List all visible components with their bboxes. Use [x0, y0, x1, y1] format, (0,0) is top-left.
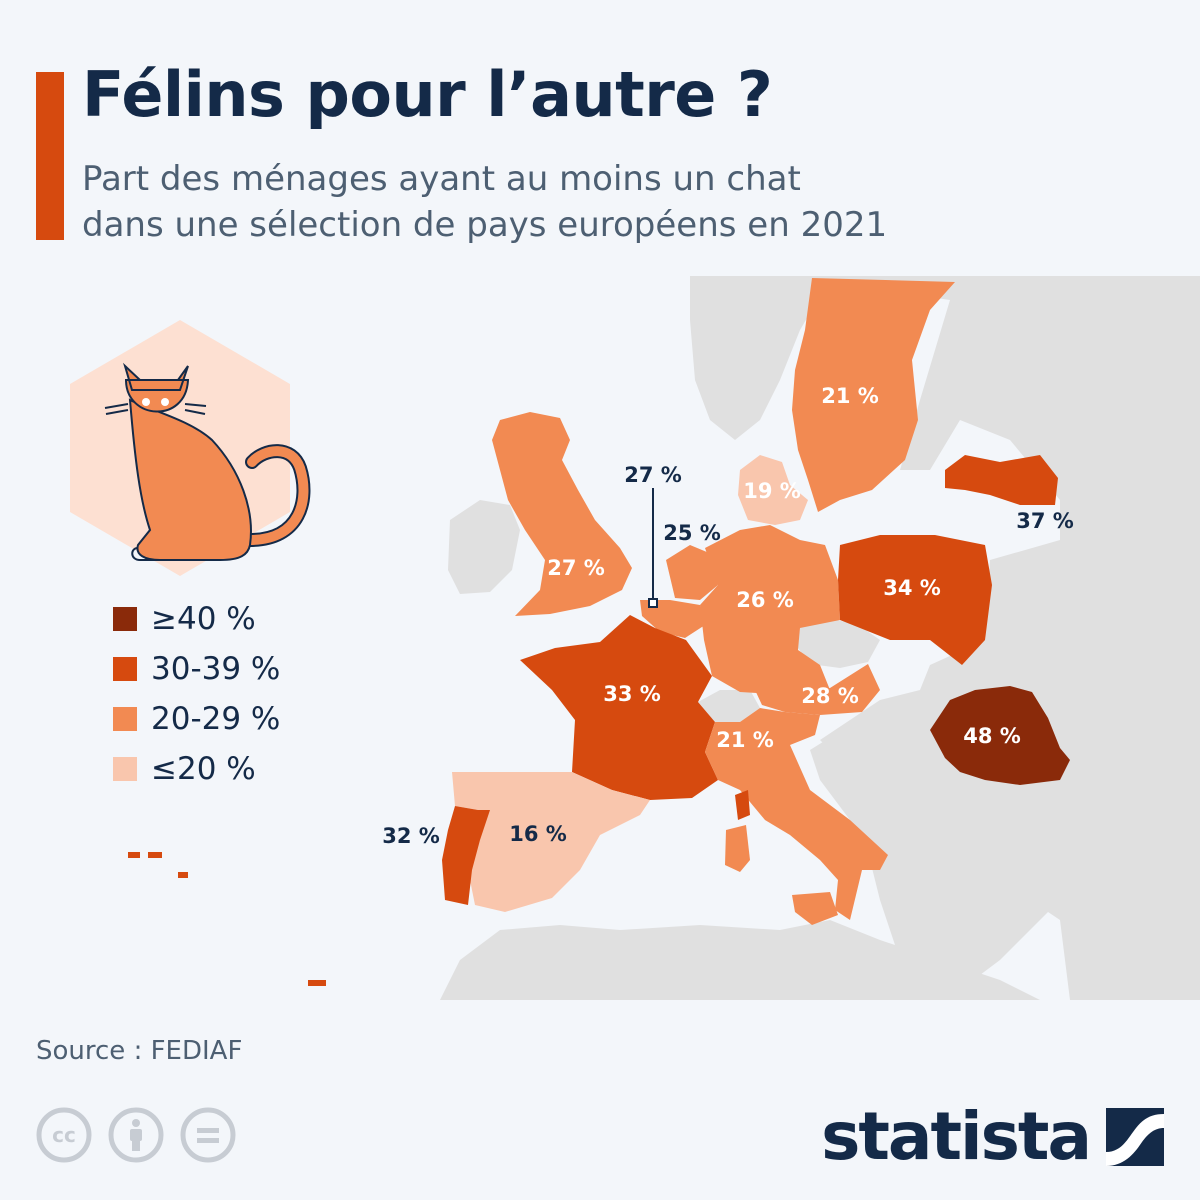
legend-label: 20-29 %	[151, 701, 281, 737]
legend-item: 30-39 %	[113, 644, 280, 694]
land-ireland	[448, 500, 520, 594]
chart-title: Félins pour l’autre ?	[82, 58, 773, 131]
label-romania: 48 %	[963, 724, 1021, 748]
cat-tail-fill	[245, 446, 309, 545]
label-belgium: 27 %	[624, 463, 682, 487]
label-italy: 21 %	[716, 728, 774, 752]
cat-eye-left	[142, 398, 150, 406]
label-spain: 16 %	[509, 822, 567, 846]
land-nordic-north	[690, 276, 1200, 540]
selected-countries	[128, 278, 1070, 986]
legend-label: 30-39 %	[151, 651, 281, 687]
country-austria[interactable]	[755, 664, 880, 715]
cat-eye-right	[161, 398, 169, 406]
no-derivatives-icon[interactable]	[180, 1107, 236, 1163]
cat-body	[128, 398, 252, 561]
source-note: Source : FEDIAF	[36, 1036, 243, 1066]
subtitle-line: Part des ménages ayant au moins un chat	[82, 159, 801, 199]
cat-illustration	[70, 320, 311, 576]
legend-label: ≥40 %	[151, 601, 256, 637]
island-corsica[interactable]	[735, 790, 750, 820]
logo-wordmark: statista	[821, 1098, 1092, 1175]
label-germany: 26 %	[736, 588, 794, 612]
island-sardinia[interactable]	[725, 825, 750, 872]
legend-swatch	[113, 657, 137, 681]
legend-label: ≤20 %	[151, 751, 256, 787]
cat-front-paw	[131, 547, 160, 561]
legend-item: ≤20 %	[113, 744, 280, 794]
cat-whiskers	[104, 403, 207, 415]
legend-item: 20-29 %	[113, 694, 280, 744]
country-spain[interactable]	[452, 772, 650, 912]
island-sicily[interactable]	[792, 892, 838, 925]
legend: ≥40 % 30-39 % 20-29 % ≤20 %	[113, 594, 280, 794]
country-denmark[interactable]	[738, 455, 808, 525]
country-france[interactable]	[520, 615, 718, 800]
country-germany[interactable]	[700, 525, 840, 695]
creative-commons-icon[interactable]: cc	[36, 1107, 92, 1163]
land-switzerland	[698, 690, 760, 722]
label-sweden: 21 %	[821, 384, 879, 408]
country-poland[interactable]	[838, 535, 992, 665]
country-netherlands[interactable]	[666, 545, 718, 600]
country-sweden[interactable]	[792, 278, 955, 512]
title-accent-bar	[36, 72, 64, 240]
legend-item: ≥40 %	[113, 594, 280, 644]
cat-head	[123, 362, 190, 413]
label-uk: 27 %	[547, 556, 605, 580]
country-latvia[interactable]	[945, 455, 1058, 505]
country-romania[interactable]	[930, 686, 1070, 785]
subtitle-line: dans une sélection de pays européens en …	[82, 205, 888, 245]
land-balkans	[810, 720, 1080, 1000]
value-labels: 21 % 19 % 37 % 27 % 27 % 25 % 26 % 34 % …	[382, 384, 1074, 848]
chart-subtitle: Part des ménages ayant au moins un chat …	[82, 156, 887, 248]
country-uk[interactable]	[492, 412, 632, 616]
label-netherlands: 25 %	[663, 521, 721, 545]
islands-canary[interactable]	[308, 980, 326, 986]
belgium-callout-marker	[648, 598, 658, 608]
label-denmark: 19 %	[743, 479, 801, 503]
legend-swatch	[113, 707, 137, 731]
country-portugal[interactable]	[442, 806, 490, 905]
license-icons: cc	[36, 1107, 236, 1163]
statista-logo-icon	[1106, 1107, 1164, 1166]
label-portugal: 32 %	[382, 824, 440, 848]
legend-swatch	[113, 607, 137, 631]
attribution-icon[interactable]	[108, 1107, 164, 1163]
land-north-africa	[440, 920, 1040, 1000]
svg-text:cc: cc	[52, 1123, 76, 1147]
land-czechia	[798, 618, 880, 668]
islands-azores[interactable]	[128, 852, 188, 878]
label-latvia: 37 %	[1016, 509, 1074, 533]
country-italy[interactable]	[705, 708, 888, 920]
label-poland: 34 %	[883, 576, 941, 600]
label-austria: 28 %	[801, 684, 859, 708]
legend-swatch	[113, 757, 137, 781]
statista-logo[interactable]: statista	[821, 1098, 1164, 1175]
label-france: 33 %	[603, 682, 661, 706]
